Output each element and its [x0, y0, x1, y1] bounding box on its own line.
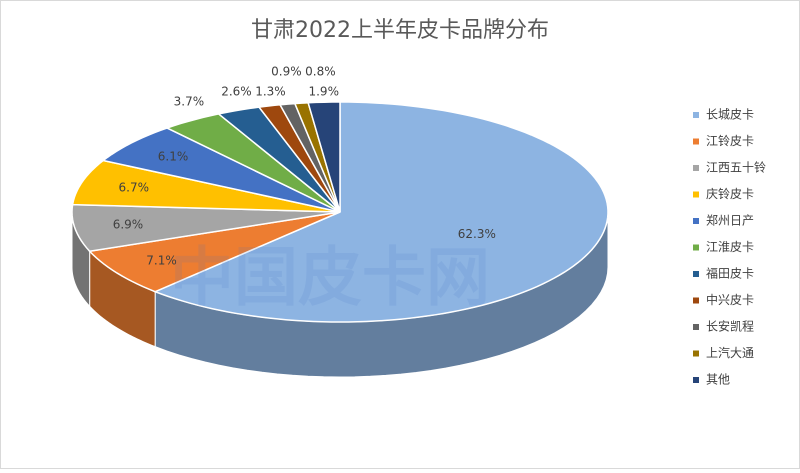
- legend-label: 长城皮卡: [706, 108, 754, 122]
- data-label: 1.9%: [308, 85, 339, 99]
- watermark: 中国皮卡网: [170, 242, 490, 316]
- legend-label: 上汽大通: [706, 345, 754, 360]
- pie-slice: [216, 106, 341, 213]
- legend-swatch: [693, 297, 699, 304]
- data-label: 0.8%: [305, 65, 336, 79]
- data-label: 2.6%: [221, 85, 252, 99]
- pie-slice: [71, 203, 341, 253]
- pie-slice: [165, 113, 341, 213]
- legend-swatch: [693, 271, 699, 277]
- data-label: 6.1%: [158, 149, 189, 163]
- legend-swatch: [693, 112, 699, 118]
- legend-label: 福田皮卡: [706, 266, 754, 281]
- legend-swatch: [693, 165, 699, 171]
- legend-swatch: [693, 350, 699, 357]
- pie: [71, 101, 609, 378]
- legend-swatch: [693, 244, 699, 251]
- data-label: 1.3%: [255, 85, 286, 99]
- data-label: 0.9%: [271, 65, 302, 79]
- legend-swatch: [693, 377, 699, 383]
- data-label: 7.1%: [146, 253, 177, 267]
- data-label: 6.7%: [119, 180, 150, 194]
- pie-slice: [153, 101, 609, 323]
- legend-swatch: [693, 218, 699, 224]
- legend-label: 江淮皮卡: [706, 240, 754, 254]
- legend-label: 郑州日产: [706, 213, 754, 228]
- legend-swatch: [693, 138, 699, 145]
- pie-slice: [88, 211, 341, 293]
- legend: 长城皮卡江铃皮卡江西五十铃庆铃皮卡郑州日产江淮皮卡福田皮卡中兴皮卡长安凯程上汽大…: [693, 108, 766, 387]
- data-label: 3.7%: [174, 95, 205, 109]
- legend-label: 江西五十铃: [706, 160, 766, 175]
- pie-slice: [101, 127, 341, 213]
- data-label: 62.3%: [458, 227, 496, 241]
- legend-label: 其他: [706, 373, 730, 387]
- labels: 62.3% 7.1% 6.9% 6.7% 6.1% 3.7% 2.6% 1.3% 0.9% 0.8…: [113, 65, 496, 268]
- legend-label: 庆铃皮卡: [706, 186, 754, 201]
- chart-title: 甘肃2022上半年皮卡品牌分布: [251, 18, 549, 43]
- legend-label: 长安凯程: [706, 319, 754, 334]
- legend-label: 中兴皮卡: [706, 292, 754, 307]
- legend-swatch: [693, 191, 699, 198]
- legend-label: 江铃皮卡: [706, 133, 754, 148]
- pie-slice: [307, 101, 341, 213]
- data-label: 6.9%: [113, 218, 144, 232]
- pie-slice: [71, 159, 341, 213]
- legend-swatch: [693, 324, 699, 330]
